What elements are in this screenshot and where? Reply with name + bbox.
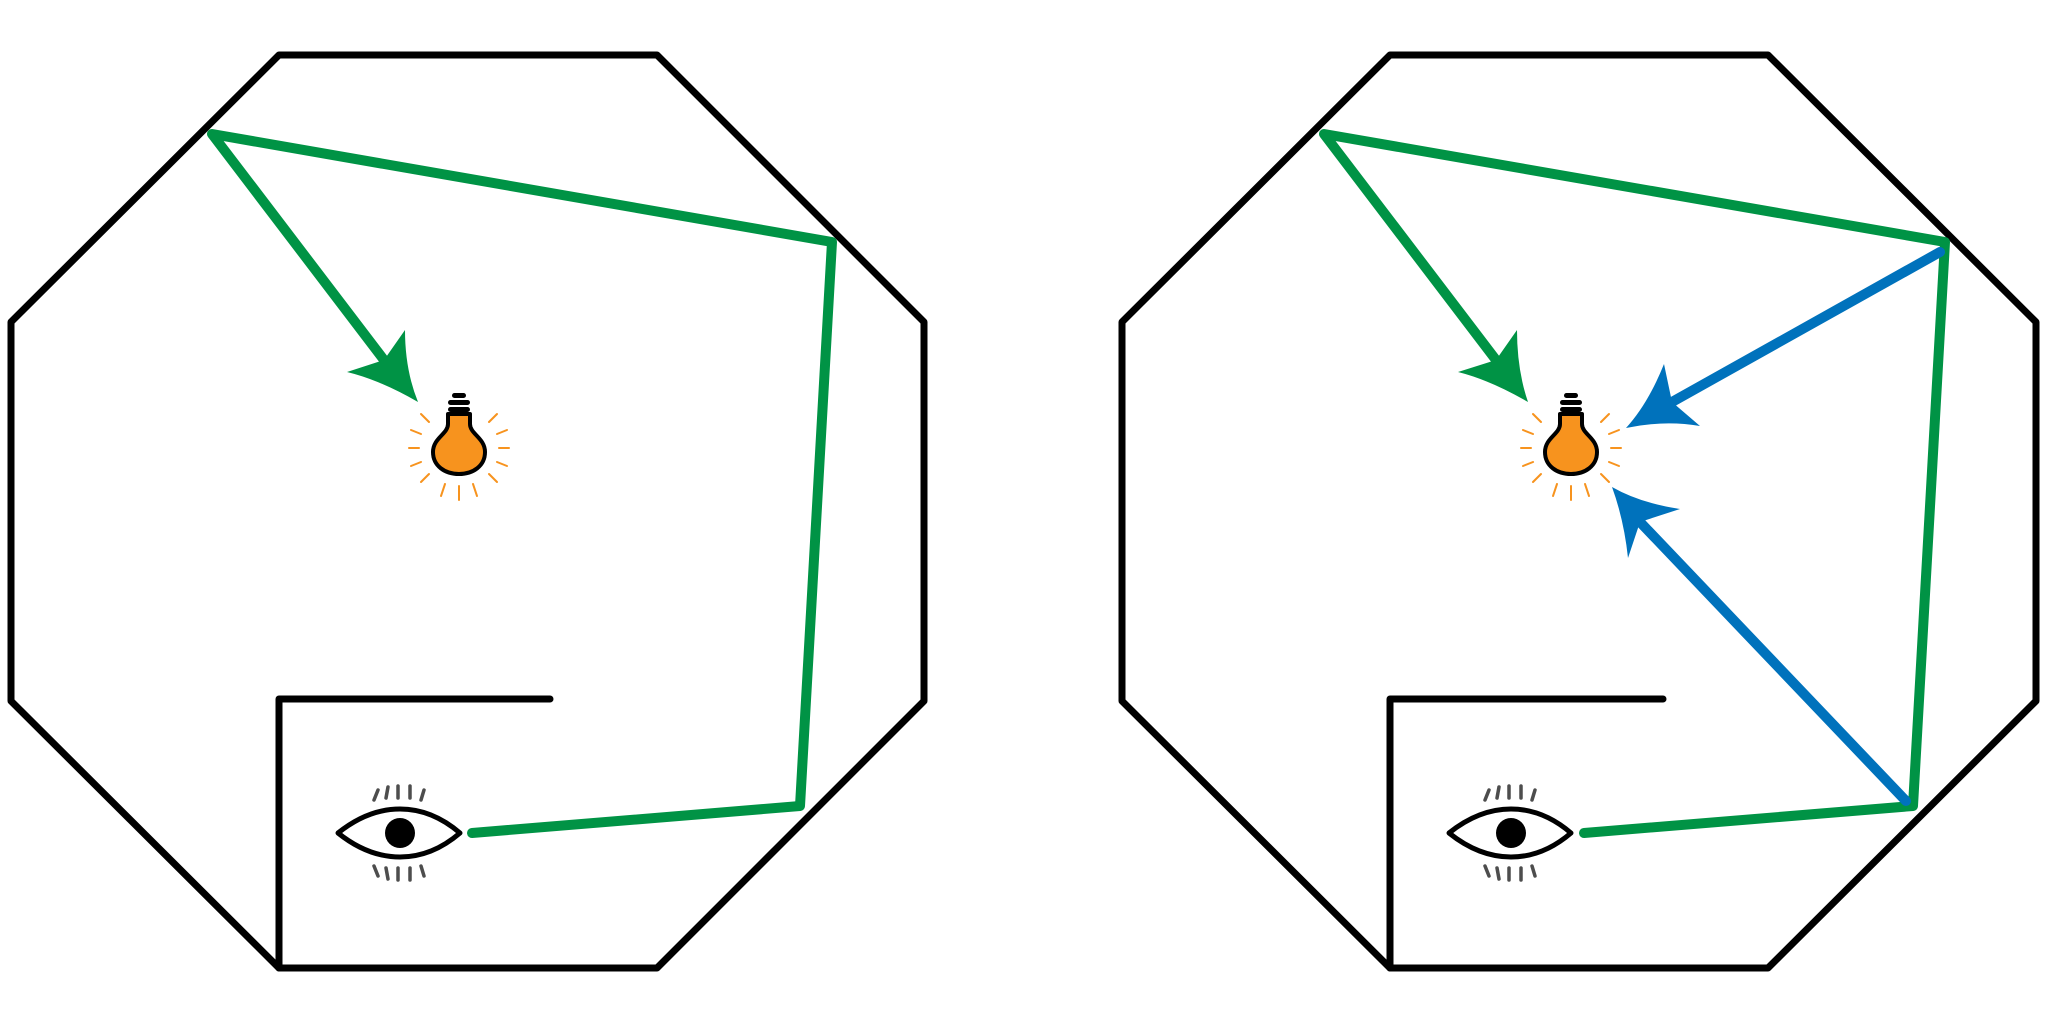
inner-wall-segment — [275, 695, 554, 972]
octagon-wall — [1118, 51, 2040, 972]
lightbulb-icon — [407, 391, 511, 502]
octagon-wall — [7, 51, 928, 972]
green-light-path — [1319, 129, 1950, 838]
right-room-panel — [1118, 51, 2040, 972]
left-room-panel — [7, 51, 928, 972]
eye-icon — [1449, 786, 1571, 880]
eye-icon — [338, 786, 460, 880]
lightbulb-icon — [1519, 391, 1623, 502]
blue-reflection-path-upper — [1667, 247, 1945, 407]
green-arrowhead — [347, 330, 418, 402]
blue-arrowhead-upper — [1626, 364, 1700, 428]
blue-reflection-path-lower — [1635, 517, 1911, 806]
green-arrowhead — [1458, 330, 1528, 402]
green-light-path — [207, 129, 837, 838]
inner-wall-segment — [1386, 695, 1667, 972]
blue-arrowhead-lower — [1612, 487, 1680, 558]
